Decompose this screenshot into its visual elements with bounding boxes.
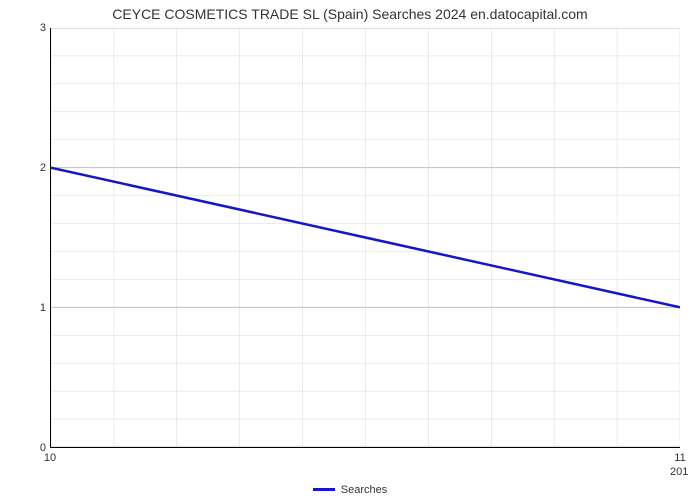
legend: Searches <box>0 478 700 496</box>
legend-label: Searches <box>341 484 387 496</box>
x-tick-label: 11 <box>674 452 685 464</box>
chart-container: CEYCE COSMETICS TRADE SL (Spain) Searche… <box>0 0 700 500</box>
legend-swatch <box>313 488 335 491</box>
legend-item-searches: Searches <box>313 484 387 496</box>
plot-area <box>50 28 680 448</box>
y-tick-label: 1 <box>32 302 46 314</box>
plot-svg <box>51 28 680 447</box>
y-tick-label: 3 <box>32 22 46 34</box>
chart-title: CEYCE COSMETICS TRADE SL (Spain) Searche… <box>0 6 700 22</box>
x-axis-secondary-label: 201 <box>670 466 688 478</box>
x-tick-label: 10 <box>44 452 56 464</box>
y-tick-label: 2 <box>32 162 46 174</box>
